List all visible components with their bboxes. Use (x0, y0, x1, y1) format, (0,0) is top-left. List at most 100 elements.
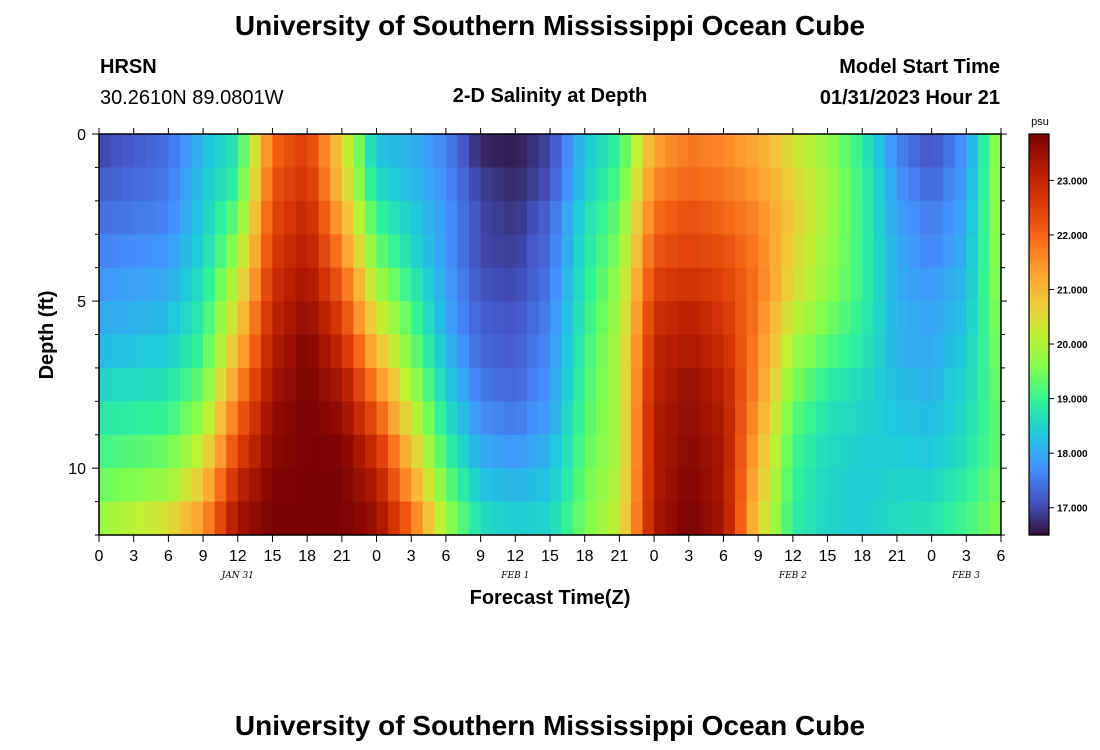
heatmap-cell (307, 434, 320, 469)
heatmap-cell (677, 134, 690, 169)
heatmap-cell (249, 301, 262, 336)
heatmap-cell (411, 301, 424, 336)
heatmap-cell (203, 267, 216, 302)
heatmap-cell (295, 501, 308, 535)
heatmap-cell (411, 501, 424, 535)
colorbar-segment (1029, 488, 1049, 493)
heatmap-cell (179, 367, 193, 402)
heatmap-cell (550, 234, 563, 269)
heatmap-cell (411, 134, 424, 169)
heatmap-cell (573, 501, 586, 535)
heatmap-cell (445, 134, 459, 169)
heatmap-cell (457, 301, 470, 336)
heatmap-cell (226, 468, 239, 503)
heatmap-cell (654, 234, 667, 269)
heatmap-cell (249, 167, 262, 202)
heatmap-cell (422, 501, 435, 535)
heatmap-cell (908, 134, 921, 169)
footer-title: University of Southern Mississippi Ocean… (234, 710, 866, 741)
heatmap-cell (896, 234, 910, 269)
heatmap-cell (99, 468, 112, 503)
heatmap-cell (711, 234, 725, 269)
heatmap-cell (376, 134, 389, 169)
heatmap-cell (179, 301, 193, 336)
heatmap-cell (330, 167, 343, 202)
heatmap-cell (110, 167, 123, 202)
heatmap-cell (596, 134, 609, 169)
heatmap-cell (480, 301, 493, 336)
heatmap-cell (758, 167, 771, 202)
y-tick-label: 10 (68, 461, 86, 478)
colorbar-segment (1029, 451, 1049, 456)
heatmap-cell (341, 167, 355, 202)
heatmap-cell (492, 434, 505, 469)
heatmap-cell (584, 234, 597, 269)
heatmap-cell (584, 267, 597, 302)
heatmap-cell (723, 200, 736, 235)
colorbar-tick-label: 22.000 (1057, 231, 1088, 242)
heatmap-cell (885, 334, 898, 369)
heatmap-cell (850, 234, 863, 269)
heatmap-cell (179, 134, 193, 169)
heatmap-cell (353, 501, 366, 535)
x-tick-label: 9 (199, 548, 208, 565)
heatmap-cell (700, 167, 713, 202)
heatmap-cell (330, 334, 343, 369)
heatmap-cell (700, 501, 713, 535)
heatmap-cell (203, 434, 216, 469)
colorbar-segment (1029, 284, 1049, 289)
heatmap-cell (503, 434, 516, 469)
heatmap-cell (99, 234, 112, 269)
heatmap-cell (596, 401, 609, 436)
heatmap-cell (862, 367, 875, 402)
x-tick-label: 21 (610, 548, 628, 565)
heatmap-cell (758, 134, 771, 169)
heatmap-cell (422, 468, 435, 503)
heatmap-cell (226, 200, 239, 235)
heatmap-cell (665, 468, 678, 503)
heatmap-cell (330, 434, 343, 469)
heatmap-cell (573, 468, 586, 503)
heatmap-cell (341, 367, 355, 402)
heatmap-cell (781, 134, 794, 169)
heatmap-cell (492, 401, 505, 436)
heatmap-cell (954, 367, 967, 402)
heatmap-cell (214, 301, 227, 336)
heatmap-cell (145, 267, 158, 302)
page-title: University of Southern Mississippi Ocean… (234, 10, 866, 41)
heatmap-cell (792, 167, 806, 202)
heatmap-cell (977, 200, 991, 235)
heatmap-cell (573, 267, 586, 302)
heatmap-cell (839, 434, 852, 469)
heatmap-cell (526, 134, 540, 169)
heatmap-cell (422, 334, 435, 369)
heatmap-cell (839, 367, 852, 402)
heatmap-cell (341, 134, 355, 169)
heatmap-cell (214, 468, 227, 503)
colorbar-segment (1029, 454, 1049, 459)
heatmap-cell (168, 367, 181, 402)
heatmap-cell (954, 468, 967, 503)
heatmap-cell (896, 367, 910, 402)
heatmap-cell (677, 234, 690, 269)
heatmap-cell (191, 334, 204, 369)
heatmap-cell (457, 468, 470, 503)
heatmap-cell (249, 501, 262, 535)
heatmap-cell (908, 167, 921, 202)
x-tick-label: 3 (407, 548, 416, 565)
heatmap-cell (931, 167, 944, 202)
heatmap-cell (596, 267, 609, 302)
heatmap-cell (99, 501, 112, 535)
heatmap-cell (249, 401, 262, 436)
heatmap-cell (873, 200, 886, 235)
heatmap-cell (908, 301, 921, 336)
heatmap-cell (966, 468, 979, 503)
heatmap-cell (619, 200, 632, 235)
heatmap-cell (353, 401, 366, 436)
heatmap-cell (654, 200, 667, 235)
heatmap-cell (445, 401, 459, 436)
heatmap-cell (260, 301, 274, 336)
heatmap-cell (434, 267, 447, 302)
heatmap-cell (584, 301, 597, 336)
